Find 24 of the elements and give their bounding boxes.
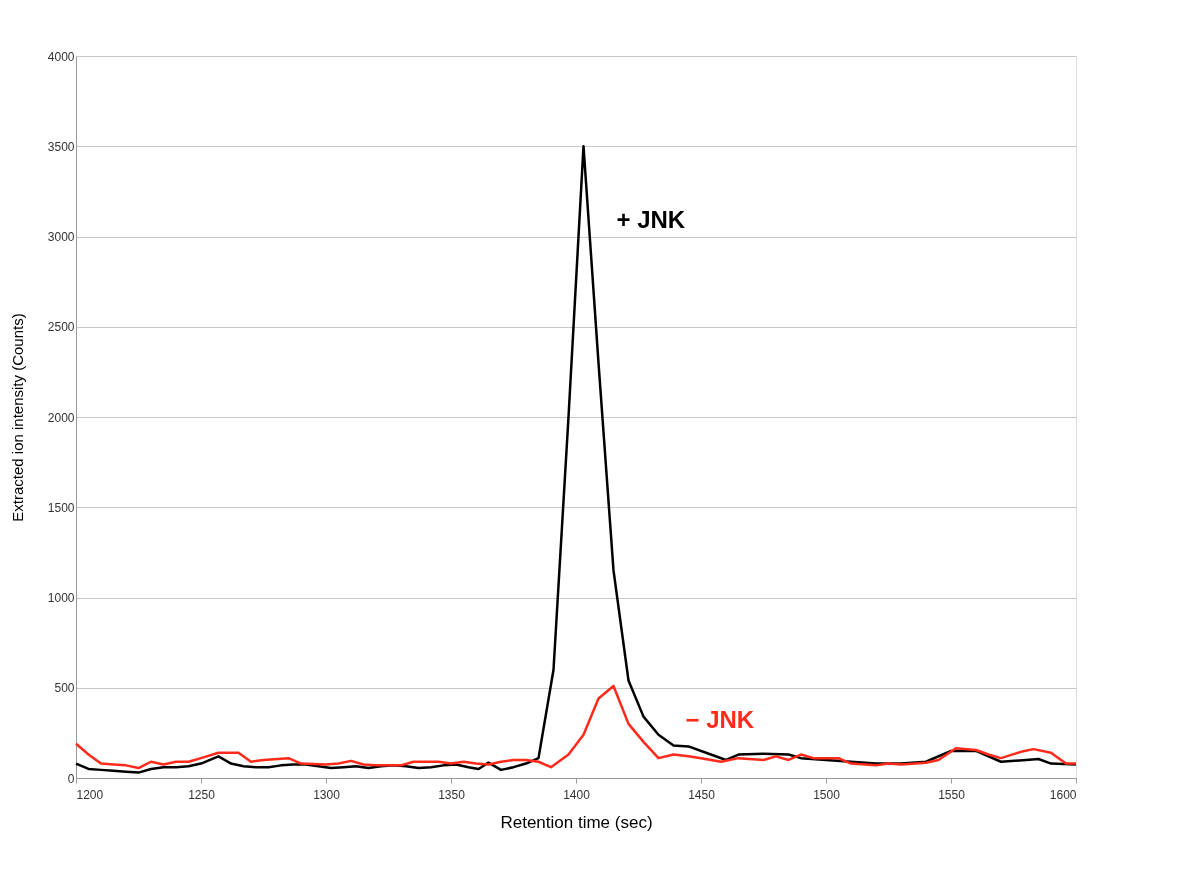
line-series bbox=[74, 145, 1078, 774]
x-tick-label: 1550 bbox=[938, 787, 966, 802]
x-tick-label: 1600 bbox=[1049, 787, 1077, 802]
y-tick-label: 4000 bbox=[47, 49, 75, 64]
x-tick-label: 1400 bbox=[563, 787, 591, 802]
y-tick-label: 0 bbox=[67, 771, 75, 786]
x-tick-label: 1350 bbox=[438, 787, 466, 802]
series-label: − JNK bbox=[685, 705, 755, 733]
x-tick-label: 1500 bbox=[813, 787, 841, 802]
y-tick-label: 3000 bbox=[47, 230, 75, 244]
series-label: + JNK bbox=[616, 206, 686, 234]
line-series bbox=[74, 684, 1078, 770]
y-tick-label: 1500 bbox=[47, 500, 75, 515]
y-axis-title: Extracted ion intensity (Counts) bbox=[8, 313, 26, 522]
x-tick-label: 1200 bbox=[76, 787, 104, 802]
y-tick-label: 2000 bbox=[47, 410, 75, 425]
x-tick-label: 1450 bbox=[688, 787, 716, 802]
y-tick-label: 3500 bbox=[47, 139, 75, 154]
x-axis-title: Retention time (sec) bbox=[500, 812, 653, 832]
y-tick-label: 500 bbox=[54, 681, 75, 696]
x-tick-label: 1250 bbox=[188, 787, 216, 802]
x-tick-label: 1300 bbox=[313, 787, 341, 802]
y-tick-label: 2500 bbox=[47, 320, 75, 335]
y-tick-label: 1000 bbox=[47, 591, 75, 605]
